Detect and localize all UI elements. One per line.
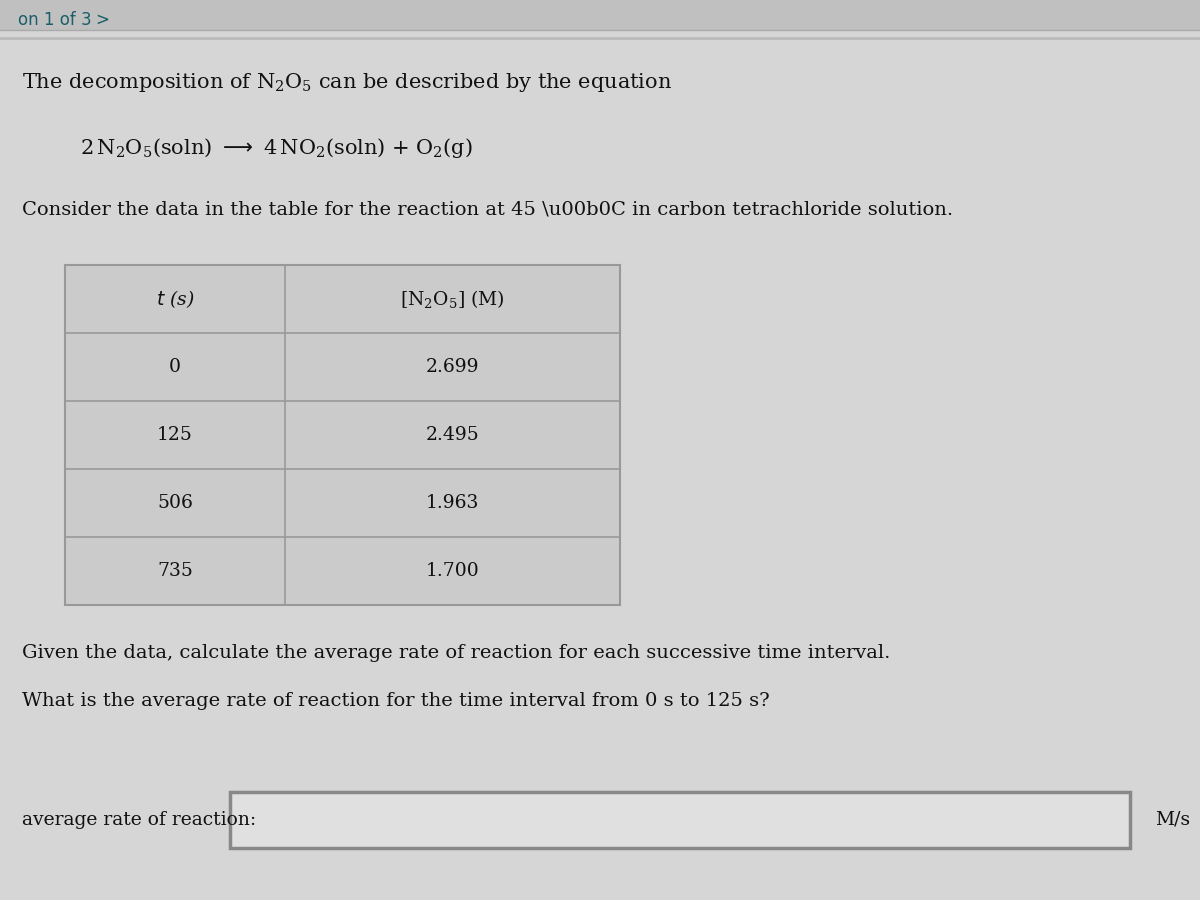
Text: $t$ (s): $t$ (s) xyxy=(156,288,194,310)
Text: Given the data, calculate the average rate of reaction for each successive time : Given the data, calculate the average ra… xyxy=(22,644,890,662)
Text: 506: 506 xyxy=(157,494,193,512)
Text: [$\mathregular{N_2O_5}$] (M): [$\mathregular{N_2O_5}$] (M) xyxy=(400,288,505,310)
Text: What is the average rate of reaction for the time interval from 0 s to 125 s?: What is the average rate of reaction for… xyxy=(22,692,769,710)
Text: Consider the data in the table for the reaction at 45 \u00b0C in carbon tetrachl: Consider the data in the table for the r… xyxy=(22,201,953,219)
Text: M/s: M/s xyxy=(1154,811,1190,829)
Text: 735: 735 xyxy=(157,562,193,580)
Text: >: > xyxy=(95,11,109,29)
Text: average rate of reaction:: average rate of reaction: xyxy=(22,811,256,829)
Text: $\mathregular{2\,N_2O_5}$(soln) $\longrightarrow$ $\mathregular{4\,NO_2}$(soln) : $\mathregular{2\,N_2O_5}$(soln) $\longri… xyxy=(80,136,473,160)
Text: 1.963: 1.963 xyxy=(426,494,479,512)
Text: 0: 0 xyxy=(169,358,181,376)
Text: 125: 125 xyxy=(157,426,193,444)
Bar xyxy=(65,265,620,605)
Text: 2.699: 2.699 xyxy=(426,358,479,376)
Text: 2.495: 2.495 xyxy=(426,426,479,444)
Text: 1.700: 1.700 xyxy=(426,562,479,580)
Text: The decomposition of $\mathregular{N_2O_5}$ can be described by the equation: The decomposition of $\mathregular{N_2O_… xyxy=(22,71,672,94)
Bar xyxy=(230,792,1130,848)
Bar xyxy=(0,0,1200,30)
Text: on 1 of 3: on 1 of 3 xyxy=(18,11,91,29)
